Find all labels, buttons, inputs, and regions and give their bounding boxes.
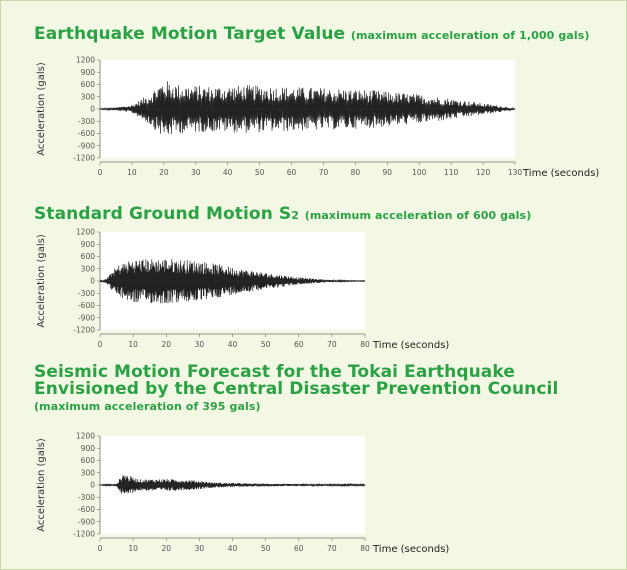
x-tick-label: 20 — [159, 168, 169, 177]
x-tick-label: 70 — [327, 544, 337, 553]
x-tick-label: 50 — [261, 544, 271, 553]
x-tick-label: 20 — [161, 544, 171, 553]
x-tick-label: 80 — [360, 544, 370, 553]
y-tick-label: -300 — [78, 117, 95, 126]
x-tick-label: 20 — [161, 340, 171, 349]
x-tick-label: 70 — [327, 340, 337, 349]
x-tick-label: 50 — [261, 340, 271, 349]
chart2-title-block: Standard Ground Motion S2 (maximum accel… — [34, 204, 531, 224]
x-tick-label: 0 — [98, 340, 103, 349]
y-tick-label: 1200 — [76, 56, 95, 65]
x-tick-label: 130 — [508, 168, 523, 177]
y-tick-label: 0 — [90, 481, 95, 490]
x-tick-label: 100 — [412, 168, 427, 177]
acceleration-waveform — [99, 81, 516, 135]
y-tick-label: 1200 — [76, 228, 95, 237]
chart2-title: Standard Ground Motion S — [34, 204, 292, 224]
y-tick-label: -600 — [78, 129, 95, 138]
x-tick-label: 0 — [98, 544, 103, 553]
y-tick-label: 300 — [81, 468, 96, 477]
x-tick-label: 80 — [351, 168, 361, 177]
x-tick-label: 30 — [195, 340, 205, 349]
y-tick-label: -1200 — [73, 530, 95, 539]
y-tick-label: 1200 — [76, 432, 95, 441]
y-tick-label: -1200 — [73, 326, 95, 335]
y-tick-label: -900 — [78, 517, 95, 526]
chart3-subtitle: (maximum acceleration of 395 gals) — [34, 400, 261, 413]
chart1-title-block: Earthquake Motion Target Value (maximum … — [34, 24, 589, 44]
chart1-title: Earthquake Motion Target Value — [34, 24, 346, 44]
y-tick-label: 900 — [81, 68, 96, 77]
x-axis-label: Time (seconds) — [372, 340, 449, 351]
acceleration-waveform — [99, 475, 366, 494]
x-tick-label: 60 — [294, 544, 304, 553]
chart3-title-block: Seismic Motion Forecast for the Tokai Ea… — [34, 364, 558, 415]
x-tick-label: 30 — [195, 544, 205, 553]
chart3-title-line1: Seismic Motion Forecast for the Tokai Ea… — [34, 362, 515, 382]
acceleration-waveform — [99, 259, 366, 304]
y-tick-label: -900 — [78, 141, 95, 150]
chart2-title-subscript: 2 — [291, 209, 300, 222]
y-tick-label: -300 — [78, 493, 95, 502]
chart3-title-line2: Envisioned by the Central Disaster Preve… — [34, 379, 559, 399]
x-tick-label: 50 — [255, 168, 265, 177]
x-tick-label: 70 — [319, 168, 329, 177]
y-axis-label: Acceleration (gals) — [36, 62, 47, 156]
y-axis-label: Acceleration (gals) — [36, 438, 47, 532]
y-tick-label: -900 — [78, 313, 95, 322]
y-tick-label: -300 — [78, 289, 95, 298]
x-tick-label: 90 — [383, 168, 393, 177]
chart2-subtitle: (maximum acceleration of 600 gals) — [304, 209, 532, 222]
x-tick-label: 40 — [228, 340, 238, 349]
x-tick-label: 40 — [223, 168, 233, 177]
x-tick-label: 60 — [287, 168, 297, 177]
y-tick-label: 300 — [81, 92, 96, 101]
x-tick-label: 40 — [228, 544, 238, 553]
x-tick-label: 60 — [294, 340, 304, 349]
x-tick-label: 120 — [476, 168, 491, 177]
chart1-subtitle: (maximum acceleration of 1,000 gals) — [350, 29, 590, 42]
x-tick-label: 30 — [191, 168, 201, 177]
y-tick-label: 900 — [81, 240, 96, 249]
y-tick-label: -600 — [78, 301, 95, 310]
x-axis-label: Time (seconds) — [522, 168, 599, 179]
y-tick-label: 300 — [81, 264, 96, 273]
y-tick-label: -1200 — [73, 154, 95, 163]
y-tick-label: 600 — [81, 456, 96, 465]
y-tick-label: 0 — [90, 277, 95, 286]
y-tick-label: 0 — [90, 105, 95, 114]
x-axis-label: Time (seconds) — [372, 544, 449, 555]
y-tick-label: 600 — [81, 252, 96, 261]
y-tick-label: 900 — [81, 444, 96, 453]
x-tick-label: 10 — [128, 340, 138, 349]
x-tick-label: 10 — [128, 544, 138, 553]
x-tick-label: 110 — [444, 168, 459, 177]
y-tick-label: -600 — [78, 505, 95, 514]
y-axis-label: Acceleration (gals) — [36, 234, 47, 328]
x-tick-label: 80 — [360, 340, 370, 349]
y-tick-label: 600 — [81, 80, 96, 89]
x-tick-label: 10 — [127, 168, 137, 177]
x-tick-label: 0 — [98, 168, 103, 177]
